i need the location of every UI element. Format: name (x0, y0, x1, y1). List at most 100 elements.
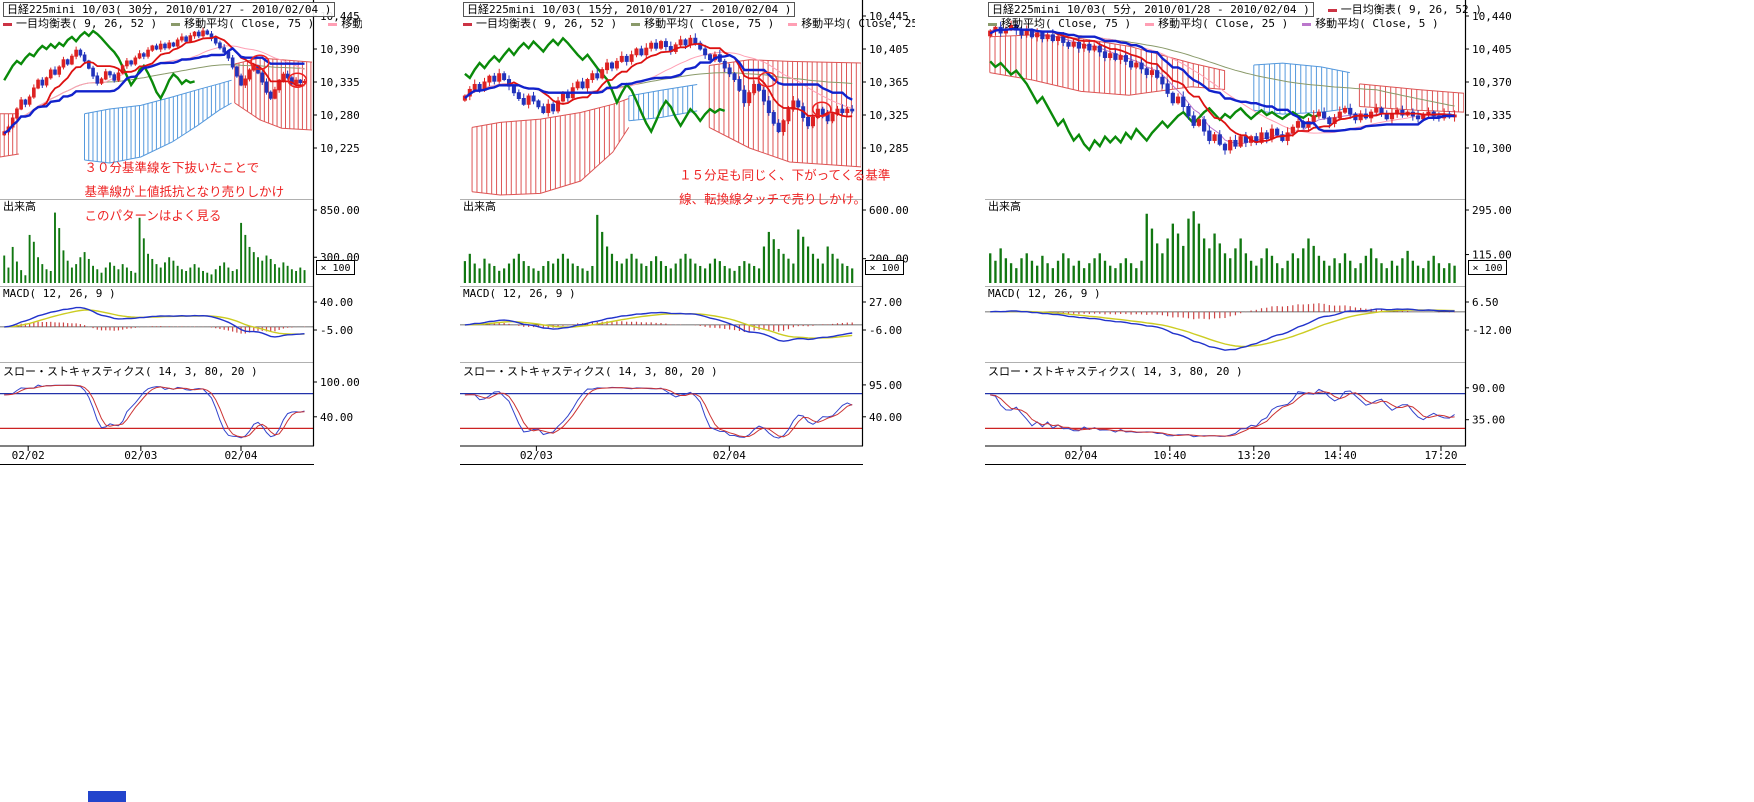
legend-row: 一目均衡表( 9, 26, 52 ) 移動平均( Close, 75 ) 移動平均(… (463, 17, 915, 30)
legend-swatch-icon (1302, 22, 1312, 26)
price-tick-label: 10,285 (869, 142, 909, 155)
axes (0, 0, 315, 465)
legend-label: 移動平均( Close, 75 ) (644, 17, 775, 30)
annotation-line: １５分足も同じく、下がってくる基準 (679, 167, 890, 182)
volume-section-label: 出来高 (988, 199, 1021, 213)
chart-panel-15min[interactable]: 日経225mini 10/03( 15分, 2010/01/27 - 2010/… (460, 0, 915, 482)
x-axis-labels: 02/04 10:40 13:20 14:40 17:20 (1064, 446, 1458, 462)
chart-title: 日経225mini 10/03( 5分, 2010/01/28 - 2010/0… (988, 2, 1314, 17)
legend-item: 一目均衡表( 9, 26, 52 ) (3, 17, 157, 30)
legend-swatch-icon (1145, 22, 1155, 26)
volume-scale-label: × 100 (320, 263, 350, 274)
price-tick-label: 10,225 (320, 142, 360, 155)
chart-panel-30min[interactable]: 日経225mini 10/03( 30分, 2010/01/27 - 2010/… (0, 0, 362, 482)
tenkan-line (989, 28, 1455, 144)
macd-axis-labels: 27.00 -6.00 (862, 296, 902, 337)
date-label: 13:20 (1237, 449, 1270, 462)
price-tick-label: 10,405 (1472, 43, 1512, 56)
chart-legend: 一目均衡表( 9, 26, 52 ) 移動平均( Close, 75 ) 移動平均(… (3, 17, 362, 30)
legend-item: 移動平均( Close, 5 ) (1302, 17, 1439, 30)
price-tick-label: 10,445 (869, 10, 909, 23)
volume-scale-label: × 100 (869, 263, 899, 274)
legend-swatch-icon (788, 22, 798, 26)
macd-pane (460, 311, 862, 342)
price-tick-label: 10,440 (1472, 10, 1512, 23)
macd-signal-line (990, 309, 1455, 348)
kijun-line (989, 28, 1455, 133)
ichimoku-cloud (989, 34, 1464, 115)
volume-scale-box (865, 260, 904, 275)
sell-signal-circle (757, 71, 778, 88)
macd-axis-labels: 6.50 -12.00 (1465, 296, 1512, 337)
annotation-line: 線、転換線タッチで売りしかけ。 (679, 191, 866, 206)
chart-canvas[interactable]: 10,440 10,405 10,370 10,335 10,300 出来高 MACD( 1… (985, 0, 1525, 482)
macd-line (990, 308, 1455, 351)
legend-label: 一目均衡表( 9, 26, 52 ) (476, 17, 618, 30)
tenkan-line (3, 35, 305, 135)
volume-bars (3, 212, 306, 283)
stoch-section-label: スロー・ストキャスティクス( 14, 3, 80, 20 ) (3, 365, 258, 378)
date-label: 02/04 (713, 449, 746, 462)
legend-row: 一目均衡表( 9, 26, 52 ) 移動平均( Close, 75 ) 移動平均(… (3, 17, 362, 30)
candlesticks (2, 27, 307, 136)
cloud-span-top (1359, 83, 1464, 94)
annotation-line: 基準線が上値抵抗となり売りしかけ (85, 184, 285, 199)
stoch-tick-label: 40.00 (869, 411, 902, 424)
stoch-tick-label: 100.00 (320, 376, 360, 389)
macd-tick-label: 40.00 (320, 296, 353, 309)
taskbar-fragment[interactable] (88, 791, 126, 802)
stoch-axis-labels: 95.00 40.00 (862, 379, 902, 424)
macd-section-label: MACD( 12, 26, 9 ) (3, 287, 116, 300)
volume-section-label: 出来高 (3, 199, 36, 213)
chart-canvas[interactable]: 10,445 10,405 10,365 10,325 10,285 出来高 MACD( 1… (460, 0, 915, 482)
chart-header: 日経225mini 10/03( 30分, 2010/01/27 - 2010/… (3, 2, 349, 17)
stochastics-pane (985, 388, 1465, 438)
legend-swatch-icon (328, 22, 338, 26)
stoch-k-line (990, 388, 1455, 438)
cloud-span-top (628, 84, 698, 97)
x-axis-labels: 02/03 02/04 (520, 446, 746, 462)
legend-swatch-icon (988, 22, 997, 26)
stoch-tick-label: 95.00 (869, 379, 902, 392)
price-tick-label: 10,365 (869, 76, 909, 89)
stoch-section-label: スロー・ストキャスティクス( 14, 3, 80, 20 ) (463, 365, 718, 378)
stoch-tick-label: 35.00 (1472, 414, 1505, 427)
macd-pane (985, 303, 1465, 351)
legend-item: 移動平均( Close, 25 ) (788, 17, 915, 30)
volume-tick-label: 600.00 (869, 204, 909, 217)
stoch-d-line (464, 387, 853, 438)
legend-item: 移動平均( Close, 75 ) (988, 17, 1131, 30)
legend-swatch-icon (1327, 8, 1337, 12)
annotation-line: このパターンはよく見る (85, 208, 222, 223)
legend-swatch-icon (171, 22, 181, 26)
legend-item: 移動平均( Close, 75 ) (631, 17, 774, 30)
volume-axis-labels: 295.00 115.00× 100 (1465, 204, 1512, 275)
legend-label: 移動平均( Close, 25 ) (801, 17, 915, 30)
cloud-span-bottom (234, 102, 312, 131)
volume-tick-label: 115.00 (1472, 249, 1512, 262)
kijun-line (3, 46, 305, 135)
legend-label: 移動平均( Close, 25 ) (1158, 17, 1289, 30)
legend-item: 移動平均( Close, 25 ) (1145, 17, 1288, 30)
stoch-axis-labels: 100.00 40.00 (313, 376, 360, 424)
cloud-span-top (472, 98, 629, 128)
volume-scale-label: × 100 (1472, 263, 1502, 274)
stochastics-pane (0, 384, 313, 439)
chart-panel-5min[interactable]: 日経225mini 10/03( 5分, 2010/01/28 - 2010/0… (985, 0, 1525, 482)
volume-scale-box (316, 260, 355, 275)
legend-label: 移動平均( Close, 5 ) (1315, 17, 1439, 30)
cloud-span-top (1253, 62, 1350, 74)
chart-title: 日経225mini 10/03( 15分, 2010/01/27 - 2010/… (463, 2, 796, 17)
date-label: 02/04 (224, 449, 257, 462)
legend-item: 移動平均( Close, 25 ) (328, 17, 362, 30)
date-label: 02/04 (1064, 449, 1097, 462)
cloud-span-bottom (84, 102, 232, 164)
volume-tick-label: 295.00 (1472, 204, 1512, 217)
stoch-d-line (4, 384, 305, 438)
date-label: 17:20 (1424, 449, 1457, 462)
legend-swatch-icon (631, 22, 641, 26)
cloud-span-bottom (0, 153, 19, 158)
